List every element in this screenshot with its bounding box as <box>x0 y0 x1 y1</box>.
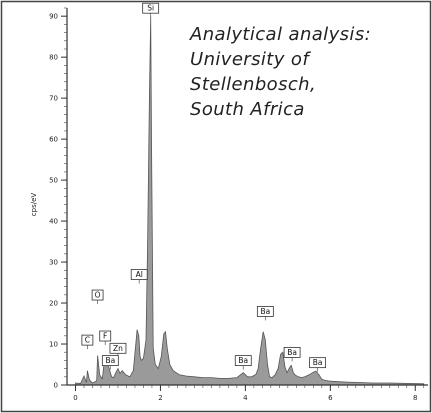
x-tick-label: 6 <box>328 394 333 402</box>
peak-label-text: Ba <box>260 307 270 316</box>
y-tick-label: 70 <box>49 95 58 103</box>
peak-label-box <box>256 306 274 317</box>
peak-label-text: O <box>95 291 101 300</box>
x-tick-label: 8 <box>413 394 417 402</box>
annotation-line-4: South Africa <box>190 99 305 120</box>
peak-label-text: Ba <box>238 356 248 365</box>
peak-label-box <box>81 334 94 346</box>
annotation-line-3: Stellenbosch, <box>190 74 317 95</box>
peak-label-box <box>130 269 148 280</box>
peak-label-text: Zn <box>113 344 123 353</box>
peak-label-box <box>91 289 104 301</box>
peak-label-text: Ba <box>105 356 115 365</box>
y-axis-label: cps/eV <box>30 193 38 217</box>
peak-label-text: Ba <box>313 358 323 367</box>
y-tick-label: 90 <box>49 13 58 21</box>
x-tick-label: 2 <box>158 394 162 402</box>
peak-label-text: F <box>103 332 107 341</box>
y-tick-label: 20 <box>49 300 58 308</box>
x-tick-label: 0 <box>73 394 77 402</box>
plot-area <box>75 16 425 386</box>
y-tick-label: 10 <box>49 341 58 349</box>
peak-label-box <box>109 342 127 354</box>
peak-label-text: C <box>85 336 90 345</box>
spectrum-area <box>75 16 425 386</box>
peak-label-box <box>283 347 301 358</box>
peak-label-text: Al <box>136 270 143 279</box>
axes: 0 10 20 30 40 50 60 70 80 90 0 2 4 6 8 cps/eV <box>30 7 428 402</box>
y-tick-label: 60 <box>49 136 58 144</box>
x-tick-label: 4 <box>243 394 248 402</box>
peak-label-box <box>142 2 160 14</box>
annotation-line-2: University of <box>190 49 310 70</box>
peak-labels: Si Al O C F Zn Ba Ba Ba Ba Ba <box>81 2 326 372</box>
peak-label-box <box>101 355 119 367</box>
y-tick-label: 0 <box>54 382 58 390</box>
peak-label-box <box>99 330 112 342</box>
peak-label-text: Si <box>147 4 154 13</box>
peak-label-text: Ba <box>287 348 297 357</box>
peak-label-box <box>234 355 252 367</box>
y-tick-label: 50 <box>49 177 58 185</box>
peak-label-box <box>309 357 326 369</box>
annotation-line-1: Analytical analysis: <box>190 24 372 45</box>
y-tick-label: 80 <box>49 54 58 62</box>
y-tick-label: 40 <box>49 218 58 226</box>
analysis-annotation: Analytical analysis: University of Stell… <box>190 22 430 122</box>
y-tick-label: 30 <box>49 259 58 267</box>
